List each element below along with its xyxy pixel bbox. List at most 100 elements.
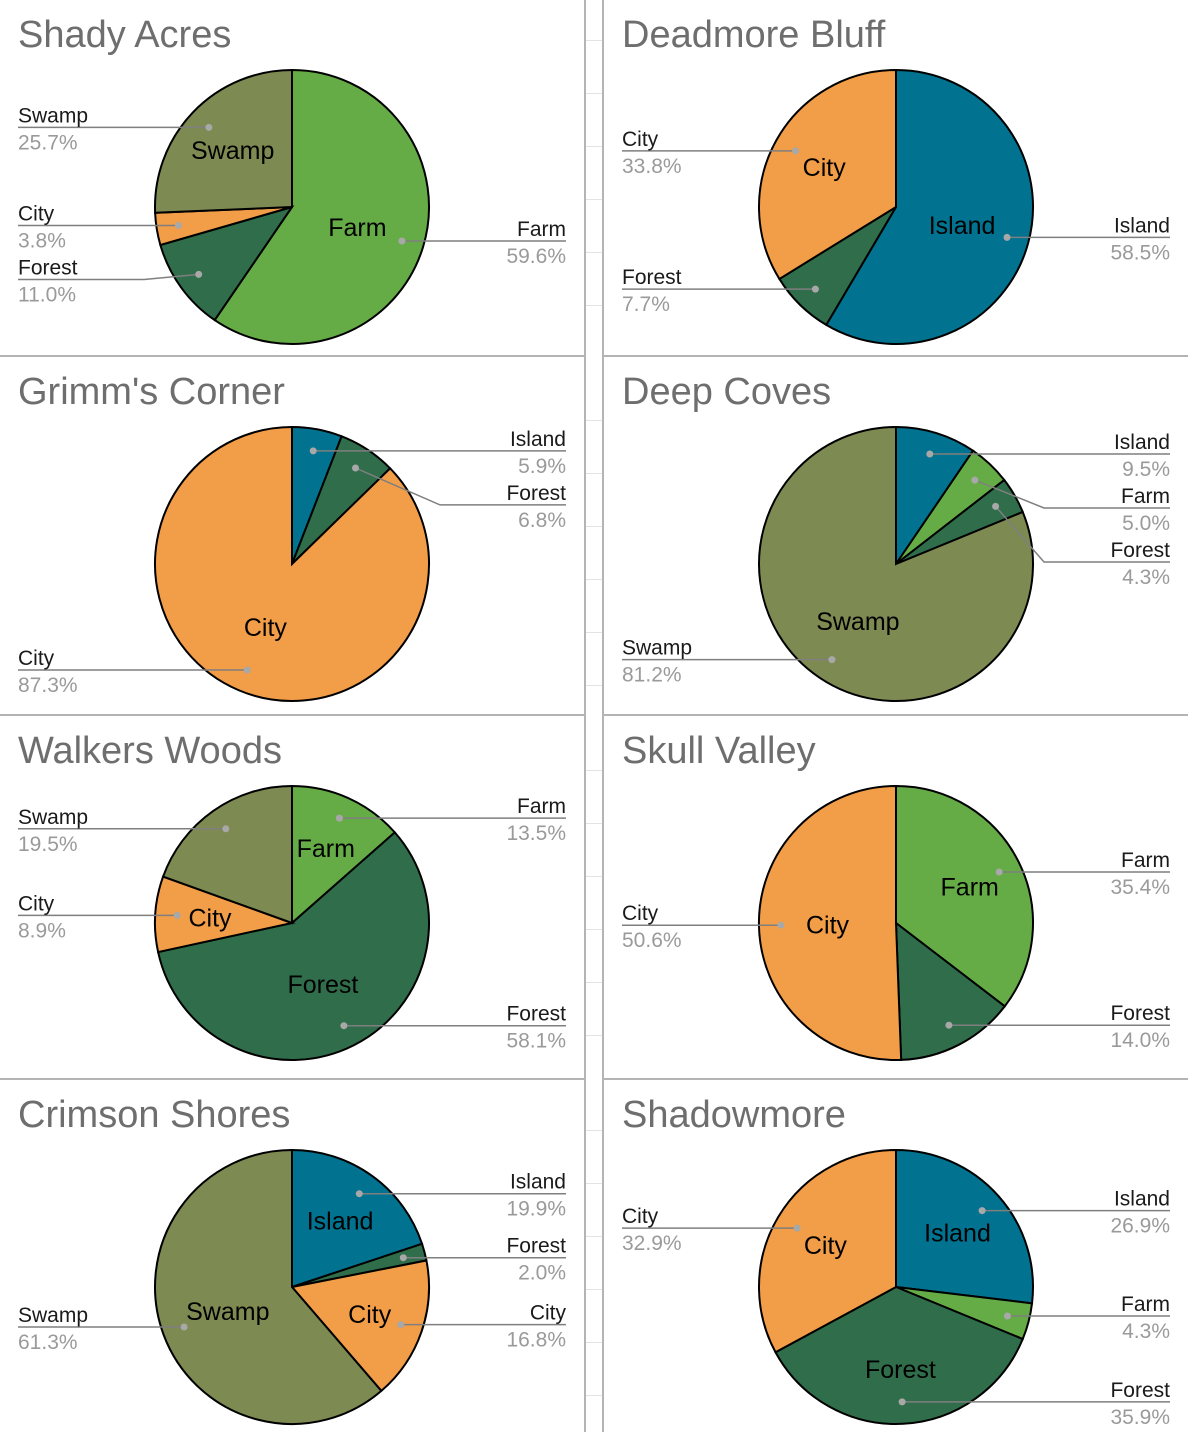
outside-label-forest: Forest 58.1%: [340, 1003, 566, 1053]
pie-slice-island: [895, 1148, 1034, 1305]
pie-slices: [758, 425, 1034, 702]
outside-label-percent: 14.0%: [1110, 1029, 1170, 1052]
outside-label-city: City 33.8%: [622, 128, 799, 178]
pie-slice-swamp: [161, 784, 293, 925]
leader-dot: [398, 237, 406, 245]
inside-labels: Farm Forest City: [188, 835, 358, 999]
outside-label-name: Farm: [1121, 849, 1170, 872]
pie-slice-forest: [156, 830, 430, 1061]
outside-label-name: City: [18, 892, 55, 915]
pie-slices: [154, 1148, 430, 1425]
leader-dot: [195, 270, 203, 278]
pie-slice-swamp: [758, 425, 1034, 702]
leader-dot: [811, 285, 819, 293]
pie-slice-city: [758, 68, 897, 281]
leader-dot: [793, 1224, 801, 1232]
outside-label-percent: 35.9%: [1110, 1406, 1170, 1429]
outside-label-swamp: Swamp 25.7%: [18, 104, 213, 154]
outside-label-percent: 35.4%: [1110, 876, 1170, 899]
slice-label-farm: Farm: [328, 214, 386, 242]
outside-label-name: Island: [1114, 1188, 1170, 1211]
pie-slices: [757, 784, 1034, 1061]
outside-label-farm: Farm 59.6%: [398, 218, 566, 268]
outside-label-swamp: Swamp 19.5%: [18, 806, 230, 856]
outside-label-percent: 32.9%: [622, 1232, 682, 1255]
outside-label-percent: 61.3%: [18, 1331, 78, 1354]
row-divider: [604, 355, 1188, 357]
outside-label-name: Swamp: [18, 806, 88, 829]
outside-labels: Island 26.9% Farm 4.3% Forest 35.9% City 32.9%: [622, 1188, 1170, 1429]
outside-label-name: Farm: [1121, 485, 1170, 508]
outside-label-percent: 4.3%: [1122, 566, 1170, 589]
pie-slice-city: [154, 425, 430, 702]
leader-dot: [1003, 233, 1011, 241]
inside-labels: Island Forest City: [804, 1219, 991, 1384]
pie-slice-island: [291, 1148, 424, 1289]
inside-labels: Island City Swamp: [186, 1207, 392, 1329]
pie-slice-swamp: [154, 68, 293, 214]
chart-title: Grimm's Corner: [18, 371, 285, 413]
slice-label-city: City: [803, 154, 847, 182]
pie-slices: [758, 68, 1034, 345]
outside-label-island: Island 19.9%: [355, 1171, 566, 1221]
outside-label-name: City: [622, 1205, 659, 1228]
slice-label-island: Island: [924, 1219, 991, 1247]
pie-slices: [153, 784, 430, 1061]
outside-label-name: City: [530, 1302, 567, 1325]
outside-label-percent: 13.5%: [506, 822, 566, 845]
outside-label-percent: 5.0%: [1122, 512, 1170, 535]
leader-line: [974, 479, 1170, 509]
outside-label-name: Swamp: [18, 1304, 88, 1327]
leader-dot: [792, 147, 799, 155]
slice-label-swamp: Swamp: [186, 1298, 269, 1326]
outside-label-name: Island: [510, 1171, 566, 1194]
slice-label-swamp: Swamp: [816, 608, 899, 636]
pie-panel-shady-acres: Shady Acres Farm Swamp Farm 59.6% Forest 11.0…: [0, 0, 584, 355]
slice-label-city: City: [804, 1232, 848, 1260]
pie-chart: Island City Island 58.5% Forest 7.7% City 33.8%: [622, 68, 1170, 345]
outside-label-percent: 16.8%: [506, 1329, 566, 1352]
outside-label-percent: 19.9%: [506, 1198, 566, 1221]
slice-label-city: City: [188, 905, 232, 933]
outside-label-name: City: [18, 647, 55, 670]
leader-dot: [898, 1398, 906, 1406]
row-divider: [0, 1078, 584, 1080]
row-divider: [0, 355, 584, 357]
outside-label-percent: 26.9%: [1110, 1215, 1170, 1238]
outside-label-percent: 9.5%: [1122, 458, 1170, 481]
slice-label-island: Island: [307, 1207, 374, 1235]
slice-label-city: City: [348, 1301, 392, 1329]
outside-label-name: Forest: [1110, 539, 1170, 562]
pie-chart: Island Forest City Island 26.9% Farm 4.3% Fores…: [622, 1148, 1170, 1429]
pie-slice-farm: [895, 784, 1034, 1008]
outside-label-percent: 59.6%: [506, 245, 566, 268]
leader-dot: [926, 450, 934, 458]
outside-label-name: Swamp: [18, 104, 88, 127]
outside-label-island: Island 9.5%: [926, 431, 1170, 481]
outside-label-name: Forest: [622, 266, 682, 289]
pie-slice-city: [290, 1259, 430, 1393]
leader-dot: [399, 1254, 407, 1262]
leader-dot: [828, 656, 836, 664]
chart-title: Deadmore Bluff: [622, 14, 886, 56]
pie-slice-farm: [213, 68, 430, 345]
chart-title: Deep Coves: [622, 371, 832, 413]
chart-title: Walkers Woods: [18, 730, 282, 772]
leader-dot: [945, 1021, 953, 1029]
leader-dot: [352, 464, 359, 472]
outside-labels: Farm 13.5% Forest 58.1% City 8.9% Swamp 19.5%: [18, 795, 566, 1053]
chart-title: Crimson Shores: [18, 1094, 291, 1136]
leader-dot: [173, 911, 181, 919]
leader-dot: [309, 447, 317, 455]
outside-label-percent: 3.8%: [18, 230, 66, 253]
pie-slice-city: [758, 1148, 897, 1354]
outside-label-percent: 33.8%: [622, 155, 682, 178]
outside-label-percent: 2.0%: [518, 1262, 566, 1285]
pie-panel-crimson-shores: Crimson Shores Island City Swamp Island 19.9…: [0, 1080, 584, 1432]
outside-label-island: Island 26.9%: [978, 1188, 1170, 1238]
leader-dot: [397, 1321, 405, 1329]
outside-label-forest: Forest 4.3%: [992, 502, 1170, 589]
slice-label-city: City: [806, 911, 850, 939]
leader-dot: [205, 123, 213, 131]
pie-slice-farm: [291, 784, 397, 926]
